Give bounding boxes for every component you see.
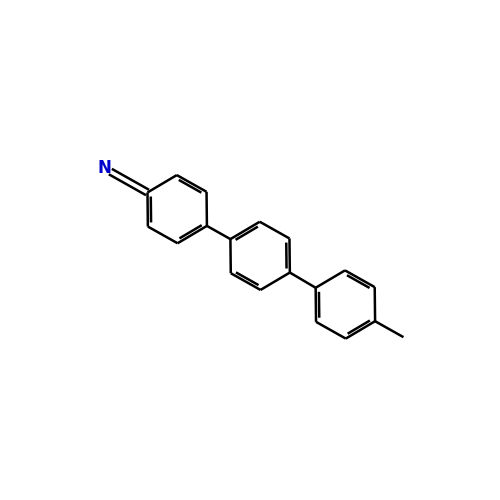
Text: N: N <box>98 159 111 177</box>
